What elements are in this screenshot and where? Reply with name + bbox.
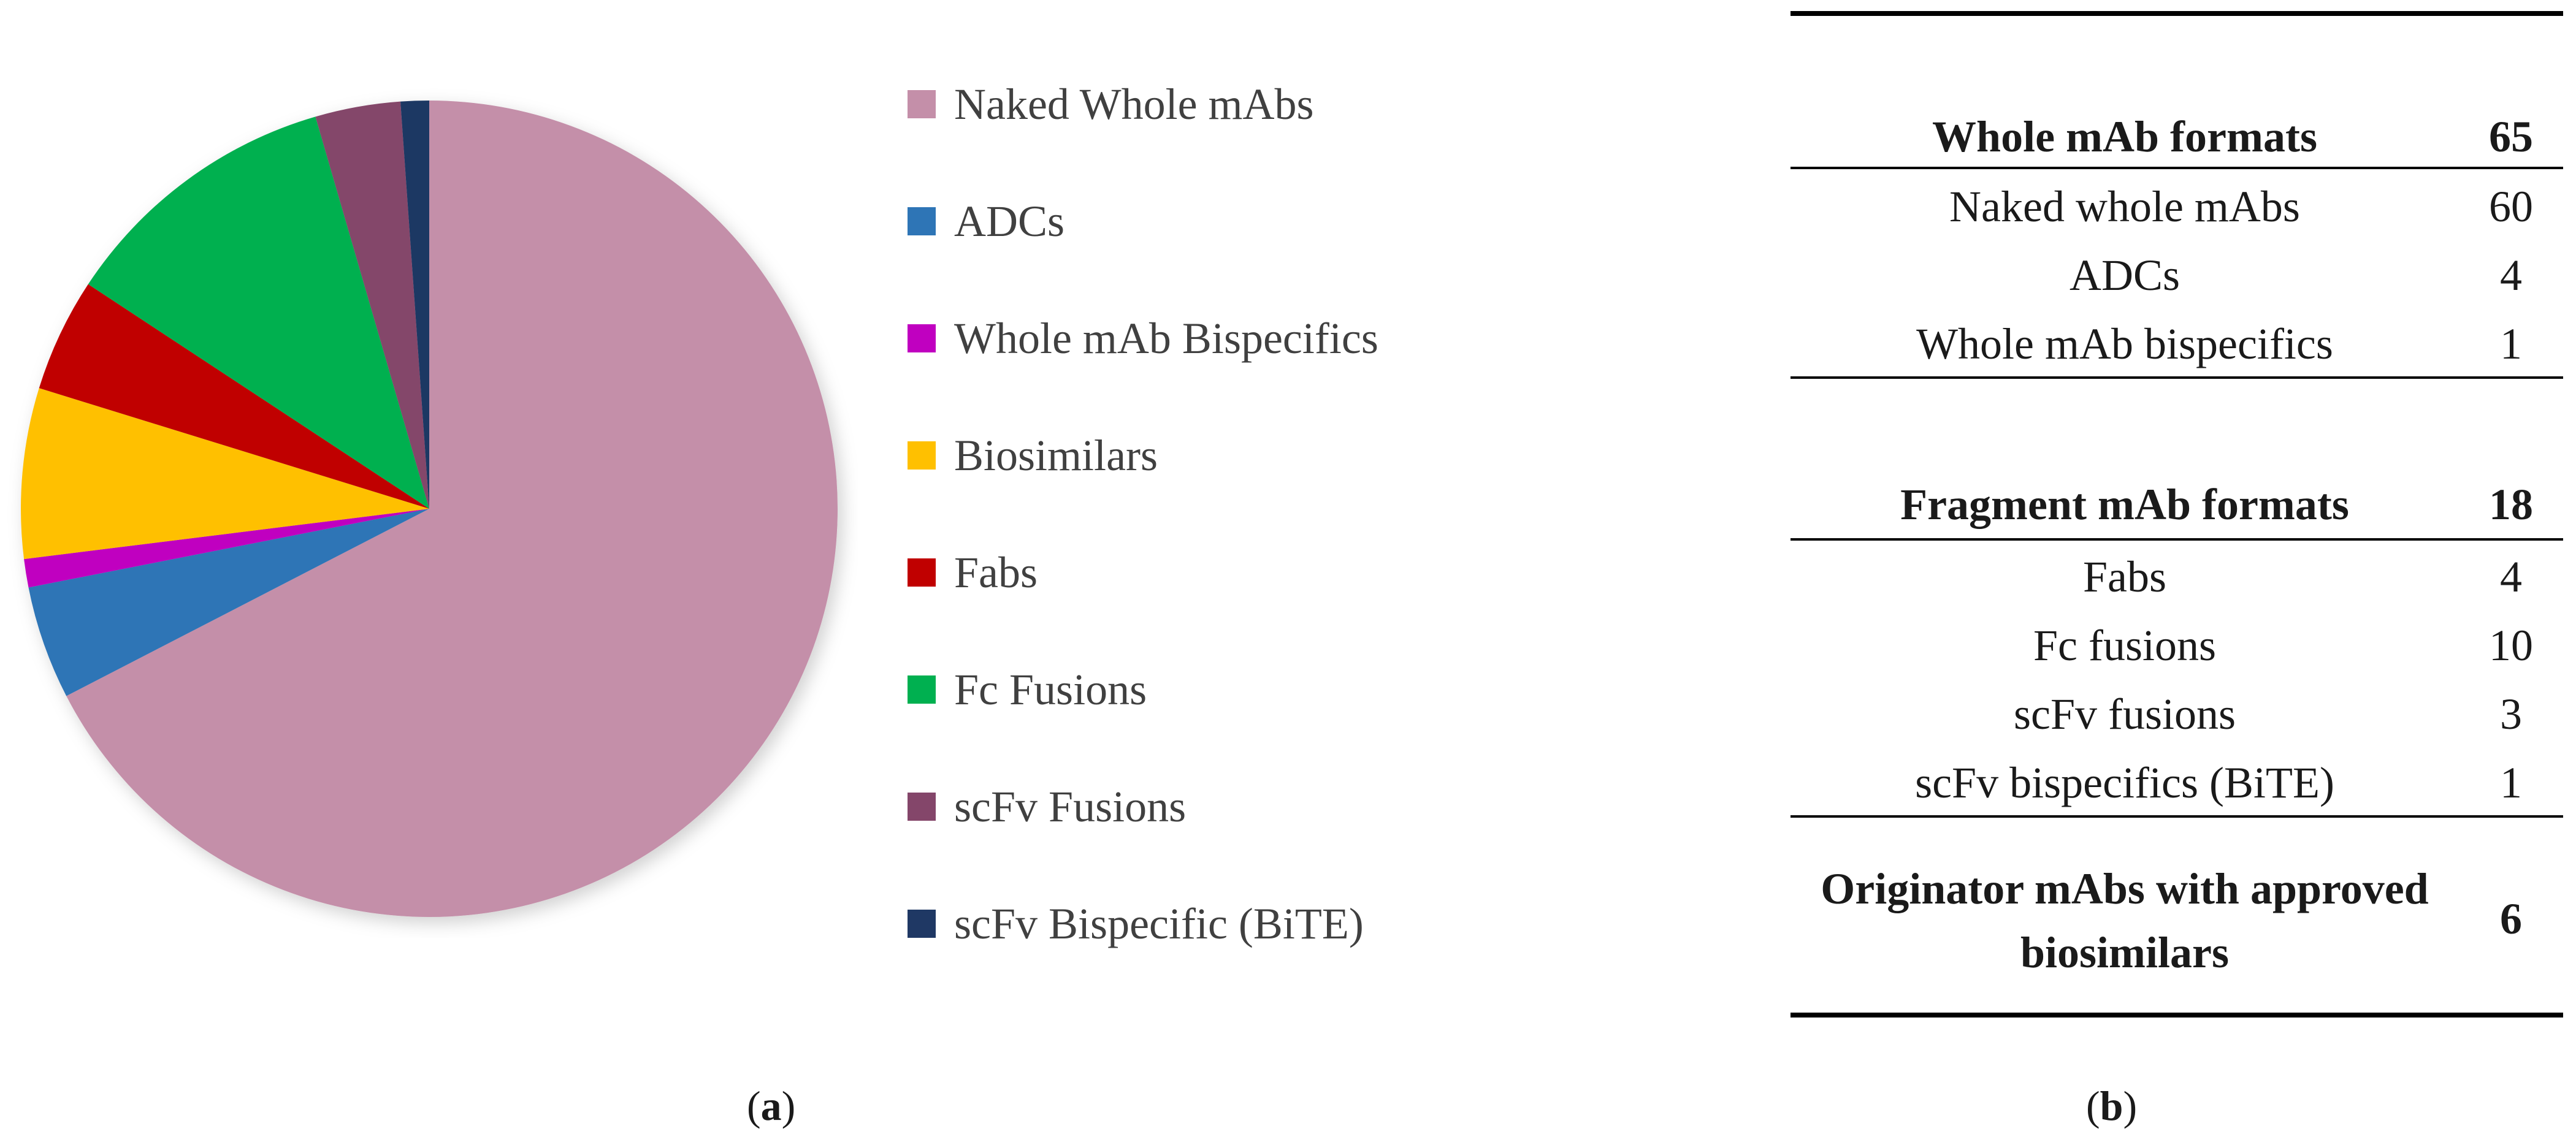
table-row-value: 4 xyxy=(2500,552,2522,601)
table-row-value: 1 xyxy=(2500,319,2522,368)
legend-item: Whole mAb Bispecifics xyxy=(908,308,1378,369)
legend-item: Fabs xyxy=(908,542,1038,603)
table-row-value: 10 xyxy=(2489,621,2533,670)
pie-slice-4 xyxy=(39,284,429,509)
table-row-label: Naked whole mAbs xyxy=(1949,182,2300,231)
legend-swatch xyxy=(908,793,936,821)
table-row-value: 4 xyxy=(2500,251,2522,300)
rule xyxy=(1791,167,2563,169)
legend-item: Fc Fusions xyxy=(908,659,1147,720)
rule xyxy=(1791,815,2563,818)
legend-label: scFv Bispecific (BiTE) xyxy=(954,899,1364,948)
table-row-label: scFv fusions xyxy=(2013,690,2236,739)
originator-label: Originator mAbs with approved biosimilar… xyxy=(1821,864,2429,977)
legend-label: ADCs xyxy=(954,196,1065,246)
rule xyxy=(1791,376,2563,379)
table-row-label: scFv bispecifics (BiTE) xyxy=(1915,758,2334,807)
table-row-value: 60 xyxy=(2489,182,2533,231)
legend-swatch xyxy=(908,324,936,352)
fragment-header-value: 18 xyxy=(2489,480,2533,529)
legend-item: scFv Fusions xyxy=(908,776,1186,837)
table-row-label: ADCs xyxy=(2069,251,2180,300)
legend-label: Naked Whole mAbs xyxy=(954,79,1314,129)
legend-label: Fabs xyxy=(954,547,1038,597)
pie-slice-0 xyxy=(66,101,838,917)
pie-slice-6 xyxy=(315,101,429,509)
caption-a: (a) xyxy=(747,1082,796,1129)
pie-slice-7 xyxy=(400,101,429,509)
pie-slice-5 xyxy=(88,116,430,509)
pie-slice-2 xyxy=(24,509,429,588)
legend-label: Biosimilars xyxy=(954,430,1158,480)
table-row-label: Whole mAb bispecifics xyxy=(1916,319,2333,368)
pie-slice-1 xyxy=(28,509,429,696)
table-row-label: Fabs xyxy=(2082,552,2167,601)
table-row-value: 3 xyxy=(2500,690,2522,739)
legend-item: Biosimilars xyxy=(908,425,1158,486)
fragment-header-label: Fragment mAb formats xyxy=(1900,480,2349,529)
pie-slice-3 xyxy=(21,388,429,560)
legend-item: ADCs xyxy=(908,191,1064,252)
rule xyxy=(1791,538,2563,541)
legend-label: Fc Fusions xyxy=(954,664,1147,714)
legend-swatch xyxy=(908,441,936,470)
legend-item: Naked Whole mAbs xyxy=(908,74,1314,135)
legend-swatch xyxy=(908,207,936,235)
table-top-rule xyxy=(1791,11,2563,16)
caption-b: (b) xyxy=(2086,1082,2138,1129)
whole-header-value: 65 xyxy=(2489,112,2533,161)
legend-swatch xyxy=(908,675,936,704)
table-row-label: Fc fusions xyxy=(2033,621,2217,670)
legend-swatch xyxy=(908,90,936,118)
pie-chart xyxy=(21,101,838,917)
originator-value: 6 xyxy=(2500,894,2522,943)
legend-label: Whole mAb Bispecifics xyxy=(954,313,1378,363)
table-bottom-rule xyxy=(1791,1013,2563,1018)
whole-header-label: Whole mAb formats xyxy=(1932,112,2317,161)
table-row-value: 1 xyxy=(2500,758,2522,807)
legend-swatch xyxy=(908,910,936,938)
summary-table: Whole mAb formats 65 Naked whole mAbs 60… xyxy=(1791,0,2575,1042)
legend-item: scFv Bispecific (BiTE) xyxy=(908,893,1364,954)
legend-swatch xyxy=(908,558,936,587)
legend-label: scFv Fusions xyxy=(954,782,1187,831)
